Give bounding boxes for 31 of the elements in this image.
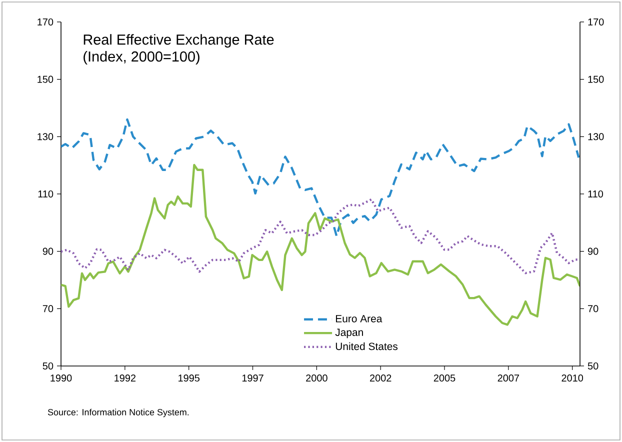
y2-tick-label: 110 (588, 190, 604, 198)
y-tick-label: 70 (42, 305, 54, 312)
y-tick-label: 90 (42, 248, 54, 255)
y2-tick-label: 170 (588, 18, 604, 26)
x-tick-label: 2005 (434, 374, 456, 382)
y-tick-label: 50 (42, 362, 54, 370)
x-tick-label: 2000 (306, 374, 328, 382)
x-tick-label: 2002 (370, 374, 392, 382)
x-tick-label: 1997 (242, 374, 264, 382)
source-note: Source: Information Notice System. (48, 408, 189, 418)
y-tick-label: 110 (38, 190, 54, 198)
y2-tick-label: 70 (588, 305, 598, 312)
legend-label: United States (336, 342, 398, 350)
x-tick-label: 1990 (50, 374, 72, 382)
legend-label: Euro Area (336, 315, 382, 322)
y-tick-label: 150 (38, 76, 54, 83)
y2-tick-label: 90 (588, 248, 598, 255)
line-series (61, 118, 580, 238)
y2-tick-label: 130 (588, 133, 604, 140)
legend-label: Japan (335, 328, 363, 338)
line-series (61, 164, 580, 326)
y2-tick-label: 50 (588, 362, 598, 370)
x-tick-label: 2010 (562, 374, 584, 382)
x-tick-label: 1992 (114, 374, 136, 382)
y-tick-label: 170 (38, 18, 54, 26)
text: Real Effective Exchange Rate (84, 34, 274, 48)
y-tick-label: 130 (38, 133, 54, 140)
x-tick-label: 1995 (178, 374, 200, 382)
x-tick-label: 2007 (498, 374, 519, 382)
y2-tick-label: 150 (588, 76, 604, 83)
text: (Index, 2000=100) (84, 51, 200, 65)
